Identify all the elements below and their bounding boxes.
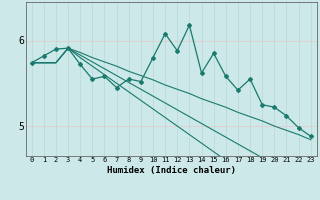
X-axis label: Humidex (Indice chaleur): Humidex (Indice chaleur): [107, 166, 236, 175]
